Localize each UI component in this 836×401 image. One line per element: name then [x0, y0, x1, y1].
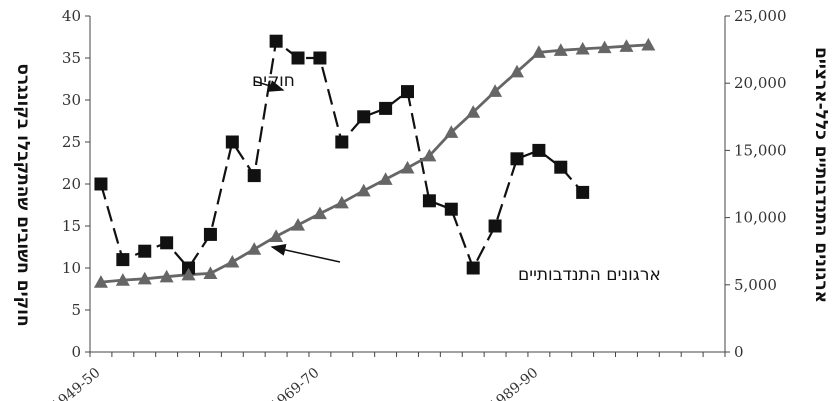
series-1-triangle-marker [115, 273, 130, 286]
series-1-triangle-marker [159, 269, 174, 283]
right-tick-label: 15,000 [734, 141, 787, 159]
series-1-triangle-marker [356, 183, 371, 197]
series-0-square-marker [225, 135, 239, 149]
series-1-triangle-marker [312, 206, 327, 220]
series-1-triangle-marker [137, 271, 152, 285]
series-markers [93, 34, 656, 288]
series-1-triangle-marker [509, 64, 524, 78]
left-axis-ticks: 0 5 10 15 20 25 30 35 40 [62, 7, 90, 361]
series-1-triangle-marker [247, 242, 262, 255]
right-tick-label: 25,000 [734, 7, 787, 25]
axes [89, 16, 726, 353]
series-1-triangle-marker [444, 125, 459, 138]
series-0-square-marker [116, 253, 130, 267]
left-tick-label: 20 [62, 175, 81, 193]
series-1-triangle-marker [422, 148, 437, 162]
x-axis-ticks: 1949-50 1969-70 1989-90 [49, 352, 726, 401]
series-0-square-marker [466, 261, 480, 275]
left-tick-label: 40 [62, 7, 81, 25]
right-tick-label: 5,000 [734, 276, 777, 294]
left-tick-label: 10 [62, 259, 81, 277]
series-0-square-marker [401, 85, 414, 99]
series-1-triangle-marker [400, 160, 415, 174]
left-tick-label: 35 [62, 49, 81, 67]
series-0-square-marker [576, 185, 590, 199]
series-1-triangle-marker [575, 41, 590, 55]
series-1-triangle-marker [641, 37, 656, 51]
annotation-organizations: ארגונים התנדבותיים [518, 265, 661, 285]
series-0-square-marker [422, 194, 436, 208]
left-tick-label: 15 [62, 217, 81, 235]
series-0-square-marker [291, 51, 305, 65]
series-1-triangle-marker [619, 39, 634, 52]
series-1-triangle-marker [203, 266, 218, 279]
series-0-square-marker [203, 227, 217, 241]
series-0-square-marker [335, 135, 349, 149]
left-tick-label: 30 [62, 91, 81, 109]
x-tick-label: 1969-70 [268, 365, 323, 401]
x-tick-label: 1989-90 [487, 365, 542, 401]
series-0-square-marker [269, 34, 283, 48]
left-tick-label: 25 [62, 133, 81, 151]
right-tick-label: 20,000 [734, 74, 787, 92]
y-axis-label-left: חוקים חשובים שהתקבלו בקונגרס [13, 63, 33, 326]
annotation-laws: חוקים [252, 71, 295, 91]
x-tick-label: 1949-50 [49, 365, 104, 401]
y-axis-label-right: ארגונים התנדבותיים כלל-ארציים [811, 47, 831, 303]
series-1-triangle-marker [181, 267, 196, 281]
series-1-triangle-marker [334, 195, 349, 209]
annotation-laws-arrow [253, 80, 285, 92]
series-0-square-marker [554, 160, 568, 174]
series-0-square-marker [357, 110, 371, 124]
series-0-square-marker [313, 51, 327, 65]
right-tick-label: 0 [734, 343, 744, 361]
series-1-triangle-marker [291, 217, 306, 231]
left-tick-label: 5 [71, 301, 81, 319]
series-1-triangle-marker [466, 105, 481, 118]
right-tick-label: 10,000 [734, 209, 787, 227]
annotation-organizations-arrow [270, 244, 341, 263]
series-0-square-marker [379, 101, 393, 115]
series-1-triangle-marker [553, 43, 568, 56]
series-1-triangle-marker [93, 275, 108, 288]
right-axis-ticks: 0 5,000 10,000 15,000 20,000 25,000 [725, 7, 787, 361]
left-tick-label: 0 [71, 343, 81, 361]
series-1-triangle-marker [378, 172, 393, 185]
series-0-square-marker [510, 152, 524, 166]
series-0-square-marker [160, 236, 174, 250]
series-1-triangle-marker [488, 84, 503, 97]
series-0-square-marker [94, 177, 108, 191]
series-0-square-marker [532, 143, 546, 157]
series-0-square-marker [138, 244, 152, 258]
series-1-triangle-marker [225, 254, 240, 268]
series-0-square-marker [444, 202, 458, 216]
series-1-triangle-marker [531, 45, 546, 58]
series-0-square-marker [247, 169, 261, 183]
series-1-triangle-marker [597, 40, 612, 54]
series-0-square-marker [488, 219, 502, 233]
series-1-triangle-marker [269, 229, 284, 243]
series-0-line [99, 39, 584, 271]
